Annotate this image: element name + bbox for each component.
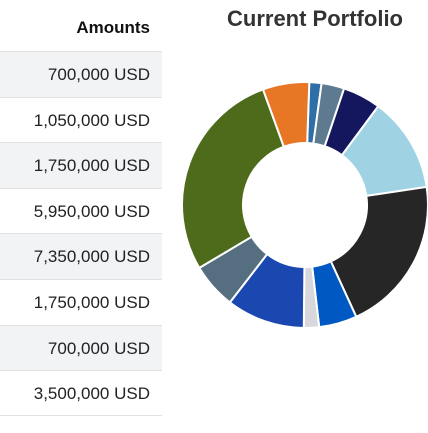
donut-slice-5 <box>329 185 428 319</box>
amounts-table: Amounts 700,000 USD 1,050,000 USD 1,750,… <box>0 5 162 416</box>
amount-row: 1,750,000 USD <box>0 142 162 188</box>
amounts-column-header: Amounts <box>76 18 150 37</box>
amount-row: 1,050,000 USD <box>0 96 162 143</box>
amount-row: 3,500,000 USD <box>0 370 162 416</box>
donut-slice-10 <box>181 88 286 270</box>
amount-row: 1,750,000 USD <box>0 278 162 325</box>
amount-row: 5,950,000 USD <box>0 187 162 234</box>
amount-row: 7,350,000 USD <box>0 233 162 279</box>
amount-row: 700,000 USD <box>0 51 162 97</box>
amount-row: 700,000 USD <box>0 324 162 371</box>
donut-slice-11 <box>261 81 311 149</box>
chart-title: Current Portfolio <box>227 6 403 31</box>
